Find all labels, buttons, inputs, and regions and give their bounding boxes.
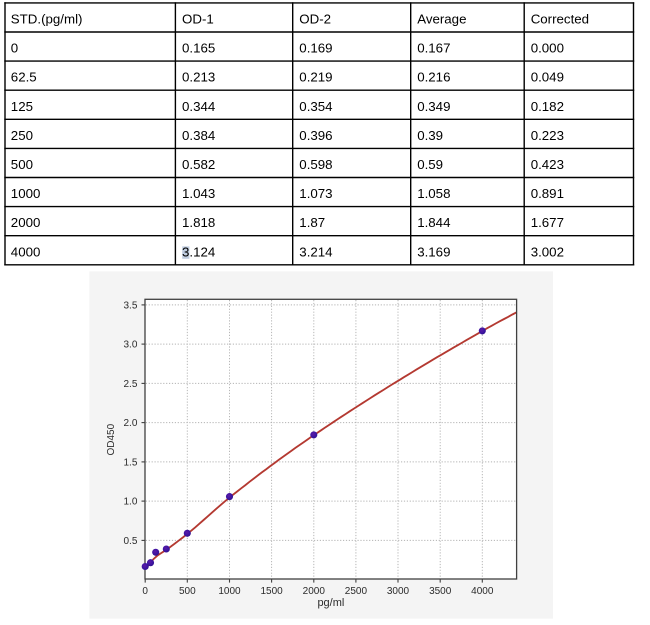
svg-text:62.5: 62.5 <box>11 70 37 85</box>
svg-text:3.124: 3.124 <box>182 244 215 259</box>
svg-text:2000: 2000 <box>303 586 326 597</box>
svg-text:0.216: 0.216 <box>417 70 450 85</box>
svg-text:0.423: 0.423 <box>531 157 564 172</box>
svg-text:0: 0 <box>142 586 148 597</box>
svg-text:0.000: 0.000 <box>531 41 564 56</box>
svg-text:500: 500 <box>11 157 33 172</box>
svg-text:1.058: 1.058 <box>417 186 450 201</box>
svg-text:0.891: 0.891 <box>531 186 564 201</box>
svg-text:0.396: 0.396 <box>299 128 332 143</box>
svg-text:3.214: 3.214 <box>299 244 332 259</box>
svg-text:4000: 4000 <box>11 244 41 259</box>
svg-text:0.049: 0.049 <box>531 70 564 85</box>
svg-text:1.844: 1.844 <box>417 215 450 230</box>
svg-text:STD.(pg/ml): STD.(pg/ml) <box>11 12 83 27</box>
svg-text:1000: 1000 <box>218 586 241 597</box>
svg-text:2.0: 2.0 <box>123 418 137 429</box>
svg-text:1.818: 1.818 <box>182 215 215 230</box>
svg-text:125: 125 <box>11 99 33 114</box>
svg-text:pg/ml: pg/ml <box>317 597 344 609</box>
svg-text:0.384: 0.384 <box>182 128 215 143</box>
svg-text:500: 500 <box>179 586 196 597</box>
svg-text:Corrected: Corrected <box>531 12 589 27</box>
svg-text:0.354: 0.354 <box>299 99 332 114</box>
svg-text:0.39: 0.39 <box>417 128 443 143</box>
svg-text:2500: 2500 <box>345 586 368 597</box>
svg-text:0.182: 0.182 <box>531 99 564 114</box>
svg-text:0.213: 0.213 <box>182 70 215 85</box>
svg-text:1.87: 1.87 <box>299 215 325 230</box>
svg-text:1.073: 1.073 <box>299 186 332 201</box>
svg-text:3.0: 3.0 <box>123 340 137 351</box>
svg-text:0.219: 0.219 <box>299 70 332 85</box>
svg-text:0.167: 0.167 <box>417 41 450 56</box>
svg-text:OD450: OD450 <box>106 423 117 455</box>
svg-text:2.5: 2.5 <box>123 379 137 390</box>
svg-text:250: 250 <box>11 128 33 143</box>
svg-text:1.677: 1.677 <box>531 215 564 230</box>
svg-text:0.598: 0.598 <box>299 157 332 172</box>
svg-text:0.5: 0.5 <box>123 536 137 547</box>
svg-text:1500: 1500 <box>260 586 283 597</box>
svg-text:3.002: 3.002 <box>531 244 564 259</box>
svg-text:3.5: 3.5 <box>123 301 137 312</box>
svg-text:0.169: 0.169 <box>299 41 332 56</box>
svg-text:0.344: 0.344 <box>182 99 215 114</box>
svg-text:0.165: 0.165 <box>182 41 215 56</box>
svg-text:0.349: 0.349 <box>417 99 450 114</box>
svg-text:0.223: 0.223 <box>531 128 564 143</box>
svg-text:OD-2: OD-2 <box>299 12 331 27</box>
svg-text:3.169: 3.169 <box>417 244 450 259</box>
svg-text:3500: 3500 <box>429 586 452 597</box>
svg-text:3000: 3000 <box>387 586 410 597</box>
svg-text:2000: 2000 <box>11 215 41 230</box>
svg-text:Average: Average <box>417 12 466 27</box>
svg-text:0.582: 0.582 <box>182 157 215 172</box>
svg-text:1.5: 1.5 <box>123 458 137 469</box>
svg-text:1000: 1000 <box>11 186 41 201</box>
svg-text:0.59: 0.59 <box>417 157 443 172</box>
svg-text:4000: 4000 <box>471 586 494 597</box>
svg-text:1.0: 1.0 <box>123 497 137 508</box>
svg-text:OD-1: OD-1 <box>182 12 214 27</box>
svg-text:1.043: 1.043 <box>182 186 215 201</box>
svg-text:0: 0 <box>11 41 18 56</box>
